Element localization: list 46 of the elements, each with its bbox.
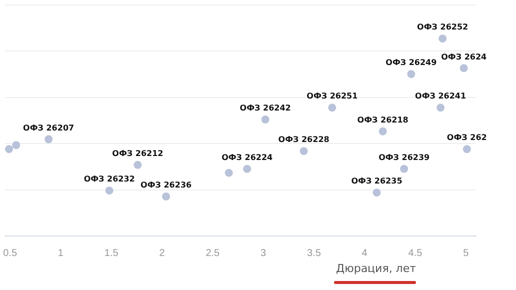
annotation: ОФЗ 26242 — [240, 104, 291, 113]
point — [12, 141, 20, 150]
annotation: ОФЗ 26228 — [278, 135, 330, 144]
point — [5, 145, 14, 154]
x-tick-label: 5 — [463, 248, 470, 259]
annotation: ОФЗ 26252 — [417, 22, 468, 32]
point — [378, 127, 387, 136]
point — [462, 145, 471, 154]
annotation: ОФЗ 26236 — [140, 180, 192, 190]
annotation: ОФЗ 26207 — [23, 123, 74, 132]
annotation: ОФЗ 26251 — [306, 92, 358, 101]
annotation: ОФЗ 26241 — [415, 92, 466, 101]
point — [105, 186, 114, 195]
point — [400, 164, 408, 173]
x-axis-title: Дюрация, лет — [334, 262, 418, 275]
annotation: ОФЗ 262 — [446, 133, 487, 142]
point — [372, 188, 381, 197]
x-tick-label: 2 — [159, 248, 166, 259]
point — [436, 104, 445, 112]
x-tick-label: 1 — [58, 248, 64, 259]
annotation: ОФЗ 26212 — [112, 149, 164, 158]
point — [438, 34, 447, 43]
x-tick-label: 4.5 — [408, 248, 423, 259]
annotation: ОФЗ 2624 — [441, 52, 488, 62]
point — [407, 70, 416, 78]
point — [243, 164, 252, 173]
annotation: ОФЗ 26249 — [386, 58, 438, 68]
point — [261, 116, 270, 124]
x-tick-label: 4 — [362, 248, 368, 259]
x-tick-label: 3.5 — [306, 248, 322, 259]
x-tick-label: 2.5 — [206, 248, 220, 259]
point — [44, 135, 53, 144]
point — [134, 160, 142, 169]
annotation: ОФЗ 26239 — [378, 152, 430, 162]
point — [328, 104, 336, 112]
x-tick-label: 3 — [260, 248, 267, 259]
point — [460, 64, 468, 72]
x-tick-label: 0.5 — [3, 248, 18, 259]
x-tick-label: 1.5 — [104, 248, 119, 259]
point — [300, 147, 308, 156]
point — [162, 192, 170, 201]
annotation: ОФЗ 26218 — [357, 115, 409, 124]
annotation: ОФЗ 26224 — [222, 152, 274, 162]
annotation: ОФЗ 26235 — [351, 176, 403, 186]
point — [224, 168, 233, 177]
annotation: ОФЗ 26232 — [84, 174, 135, 184]
